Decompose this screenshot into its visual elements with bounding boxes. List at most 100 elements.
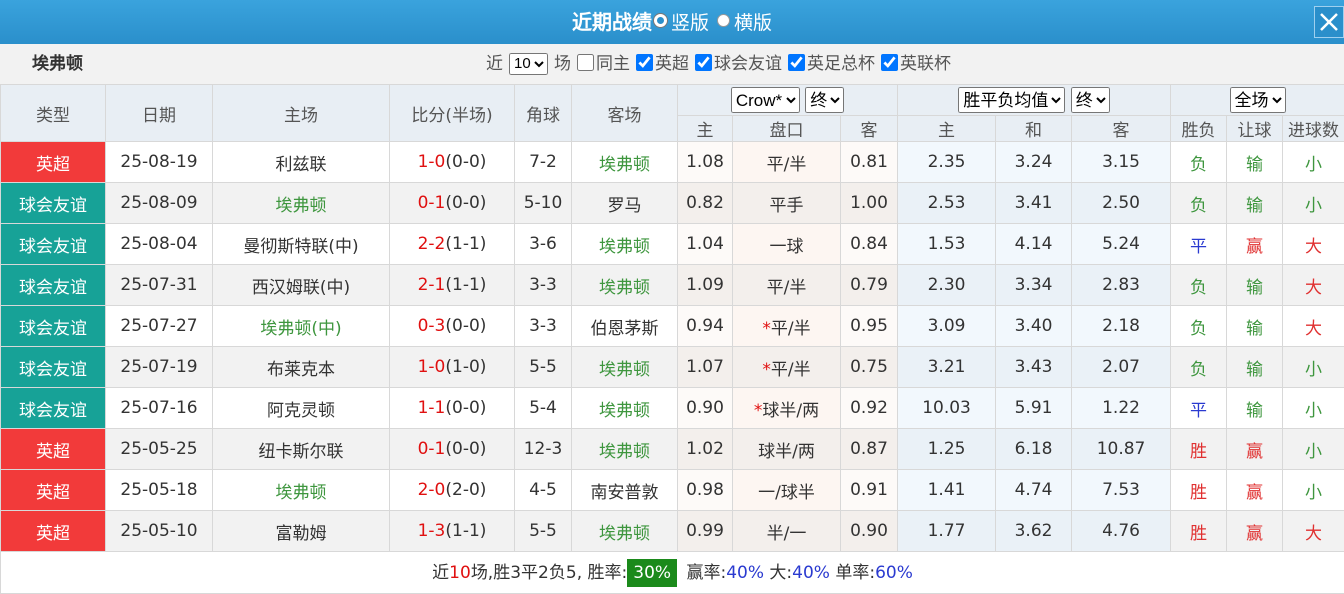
layout-option[interactable]: 横版: [734, 12, 772, 34]
type: 球会友谊: [1, 224, 106, 265]
away-team: 罗马: [572, 183, 678, 224]
asian-away-odds: 1.00: [841, 183, 898, 224]
score: 0-1(0-0): [390, 429, 515, 470]
asian-home-odds: 1.09: [678, 265, 733, 306]
handicap-result: 输: [1227, 306, 1283, 347]
handicap-line: 半/一: [767, 524, 807, 544]
half-score: (0-0): [445, 193, 486, 213]
home-team: 布莱克本: [213, 347, 390, 388]
away-team: 埃弗顿: [572, 388, 678, 429]
result: 负: [1171, 183, 1227, 224]
radio-horizontal[interactable]: [717, 14, 730, 27]
asian-home-odds: 1.04: [678, 224, 733, 265]
handicap-result: 赢: [1227, 224, 1283, 265]
checkbox[interactable]: [636, 54, 653, 71]
checkbox[interactable]: [695, 54, 712, 71]
handicap-result: 赢: [1227, 470, 1283, 511]
summary-part: 40%: [792, 563, 830, 583]
score: 2-0(2-0): [390, 470, 515, 511]
asian-away-odds: 0.79: [841, 265, 898, 306]
handicap-line: 一球: [770, 237, 804, 257]
checkbox[interactable]: [788, 54, 805, 71]
type: 球会友谊: [1, 388, 106, 429]
score: 1-1(0-0): [390, 388, 515, 429]
layout-option[interactable]: 竖版: [671, 12, 709, 34]
away-team: 埃弗顿: [572, 429, 678, 470]
handicap-line: 平/半: [767, 155, 807, 175]
col-header: 主: [898, 116, 996, 142]
handicap: 一/球半: [733, 470, 841, 511]
handicap: 球半/两: [733, 429, 841, 470]
goals-result: 小: [1283, 142, 1344, 183]
date: 25-05-25: [106, 429, 213, 470]
stage-select[interactable]: 终: [1071, 87, 1110, 113]
count-select[interactable]: 10: [509, 53, 548, 75]
summary-part: 大:: [764, 563, 792, 583]
full-score: 2-0: [418, 480, 446, 500]
handicap: 半/一: [733, 511, 841, 552]
home-team: 纽卡斯尔联: [213, 429, 390, 470]
checkbox[interactable]: [881, 54, 898, 71]
result: 平: [1171, 224, 1227, 265]
score: 0-1(0-0): [390, 183, 515, 224]
stage-select[interactable]: 终: [805, 87, 844, 113]
corners: 7-2: [515, 142, 572, 183]
goals-result: 小: [1283, 347, 1344, 388]
half-score: (1-1): [445, 521, 486, 541]
corners: 5-4: [515, 388, 572, 429]
home-team: 埃弗顿: [213, 183, 390, 224]
full-score: 2-1: [418, 275, 446, 295]
corners: 4-5: [515, 470, 572, 511]
col-header: 进球数: [1283, 116, 1344, 142]
away-team: 伯恩茅斯: [572, 306, 678, 347]
result: 负: [1171, 265, 1227, 306]
result: 平: [1171, 388, 1227, 429]
handicap: *球半/两: [733, 388, 841, 429]
result: 胜: [1171, 429, 1227, 470]
euro-away: 2.83: [1072, 265, 1171, 306]
col-header: 客场: [572, 85, 678, 142]
euro-away: 2.07: [1072, 347, 1171, 388]
handicap: *平/半: [733, 347, 841, 388]
away-team: 埃弗顿: [572, 142, 678, 183]
summary-part: 60%: [875, 563, 913, 583]
euro-away: 3.15: [1072, 142, 1171, 183]
home-team: 西汉姆联(中): [213, 265, 390, 306]
scope-select[interactable]: 全场: [1230, 87, 1286, 113]
radio-vertical[interactable]: [654, 14, 667, 27]
col-header: 让球: [1227, 116, 1283, 142]
type: 英超: [1, 470, 106, 511]
euro-header: 胜平负均值 终: [898, 85, 1171, 116]
half-score: (0-0): [445, 398, 486, 418]
home-team: 埃弗顿(中): [213, 306, 390, 347]
euro-draw: 3.62: [996, 511, 1072, 552]
asian-home-odds: 0.94: [678, 306, 733, 347]
col-header: 类型: [1, 85, 106, 142]
euro-away: 2.18: [1072, 306, 1171, 347]
close-button[interactable]: [1314, 6, 1344, 38]
handicap: 一球: [733, 224, 841, 265]
summary-part: 3: [510, 563, 521, 583]
company-select[interactable]: 胜平负均值: [958, 87, 1065, 113]
summary-part: 10: [449, 563, 471, 583]
date: 25-07-27: [106, 306, 213, 347]
title: 近期战绩: [572, 10, 652, 34]
company-select[interactable]: Crow*: [731, 87, 800, 113]
goals-result: 小: [1283, 183, 1344, 224]
full-score: 2-2: [418, 234, 446, 254]
score: 2-1(1-1): [390, 265, 515, 306]
col-header: 盘口: [733, 116, 841, 142]
home-team: 埃弗顿: [213, 470, 390, 511]
checkbox[interactable]: [577, 54, 594, 71]
euro-away: 1.22: [1072, 388, 1171, 429]
label: 同主: [596, 54, 630, 74]
away-team: 埃弗顿: [572, 347, 678, 388]
handicap-result: 赢: [1227, 511, 1283, 552]
date: 25-07-19: [106, 347, 213, 388]
